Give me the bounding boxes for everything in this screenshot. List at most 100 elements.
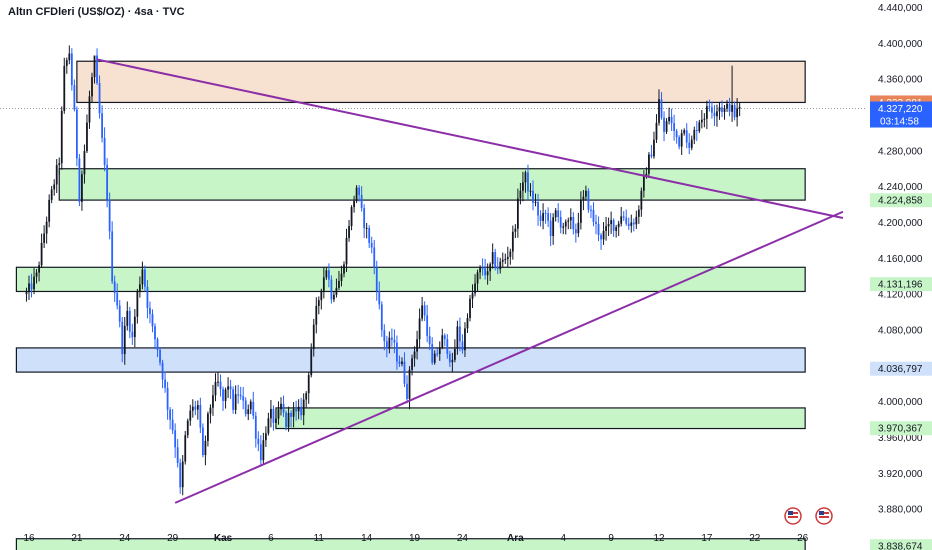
candle-body (222, 389, 224, 401)
candle-body (731, 105, 733, 112)
candle-body (196, 405, 199, 410)
candle-body (315, 306, 318, 325)
flag-us-icon[interactable] (784, 507, 802, 525)
candle-body (524, 172, 527, 183)
candle-body (501, 259, 504, 262)
candle-body (484, 268, 487, 276)
candle-body (156, 339, 159, 350)
candle-body (305, 393, 308, 400)
candle-body (733, 105, 736, 118)
countdown-label: 03:14:58 (880, 117, 919, 128)
candle-body (30, 283, 33, 290)
candle-body (595, 221, 597, 225)
candle-body (683, 130, 686, 134)
candle-body (421, 305, 424, 319)
price-label: 3.970,367 (878, 424, 923, 435)
candle-body (123, 325, 126, 355)
candle-body (38, 265, 40, 273)
candle-body (655, 122, 658, 140)
candle-body (700, 119, 703, 123)
candle-body (436, 353, 439, 355)
candle-body (519, 190, 522, 199)
candle-body (640, 190, 643, 210)
candle-body (207, 413, 209, 441)
candle-body (499, 261, 502, 270)
candle-body (602, 230, 605, 240)
candle-body (35, 272, 38, 277)
candle-body (229, 386, 232, 390)
candle-body (176, 447, 179, 463)
candle-body (670, 116, 673, 124)
y-tick-label: 4.360,000 (878, 75, 923, 86)
candle-body (622, 216, 625, 218)
price-label-bg (870, 277, 932, 292)
candle-body (665, 121, 668, 132)
candle-body (615, 227, 618, 231)
candle-body (728, 103, 731, 112)
candle-body (48, 199, 51, 222)
candle-body (617, 223, 620, 228)
candle-body (302, 399, 305, 416)
candle-body (355, 187, 358, 201)
price-label-bg (870, 539, 932, 550)
candle-body (83, 151, 86, 175)
price-label: 4.036,797 (878, 364, 923, 375)
candle-body (68, 53, 71, 61)
candle-body (45, 221, 48, 234)
candle-body (431, 344, 434, 363)
candle-body (189, 410, 192, 421)
candle-body (275, 418, 277, 423)
candle-body (582, 196, 585, 200)
flag-us-icon[interactable] (815, 507, 833, 525)
candle-body (658, 99, 660, 123)
zone-3 (15, 347, 806, 373)
y-tick-label: 4.080,000 (878, 325, 923, 336)
candle-body (637, 209, 640, 217)
candle-body (373, 247, 376, 268)
candle-body (33, 276, 35, 290)
candle-body (590, 209, 592, 211)
candle-body (232, 389, 235, 410)
x-tick-label: 11 (314, 533, 325, 544)
candle-body (199, 405, 202, 428)
candle-body (718, 107, 721, 112)
candle-body (574, 229, 577, 234)
candle-body (340, 273, 343, 281)
candle-body (695, 129, 698, 132)
candle-body (181, 461, 184, 488)
candle-body (249, 401, 252, 410)
candle-body (600, 234, 602, 240)
candle-body (592, 209, 595, 222)
x-tick-label: 6 (268, 533, 274, 544)
x-tick-label: 4 (560, 533, 566, 544)
candle-body (680, 133, 683, 147)
candle-body (60, 110, 63, 164)
candle-body (738, 106, 741, 109)
candle-body (254, 415, 257, 439)
trendlines-layer (96, 58, 844, 504)
candle-body (370, 242, 373, 248)
y-tick-label: 4.440,000 (878, 3, 923, 14)
x-tick-label: 24 (457, 533, 469, 544)
candle-body (350, 207, 353, 227)
candle-body (201, 427, 204, 456)
candle-body (151, 314, 154, 327)
candle-body (363, 208, 366, 228)
candle-body (577, 222, 580, 234)
candle-body (428, 335, 431, 345)
candle-body (214, 382, 217, 396)
candle-body (443, 335, 446, 340)
candle-body (217, 381, 219, 383)
candle-body (532, 190, 534, 203)
candle-body (486, 271, 489, 276)
x-tick-label: 17 (701, 533, 713, 544)
candle-body (247, 409, 250, 415)
candle-body (360, 195, 363, 209)
price-label: 4.327,220 (878, 104, 923, 115)
candle-body (262, 440, 265, 461)
candle-body (453, 348, 456, 360)
candle-body (547, 213, 550, 221)
candle-body (40, 242, 43, 266)
candle-body (179, 462, 182, 488)
